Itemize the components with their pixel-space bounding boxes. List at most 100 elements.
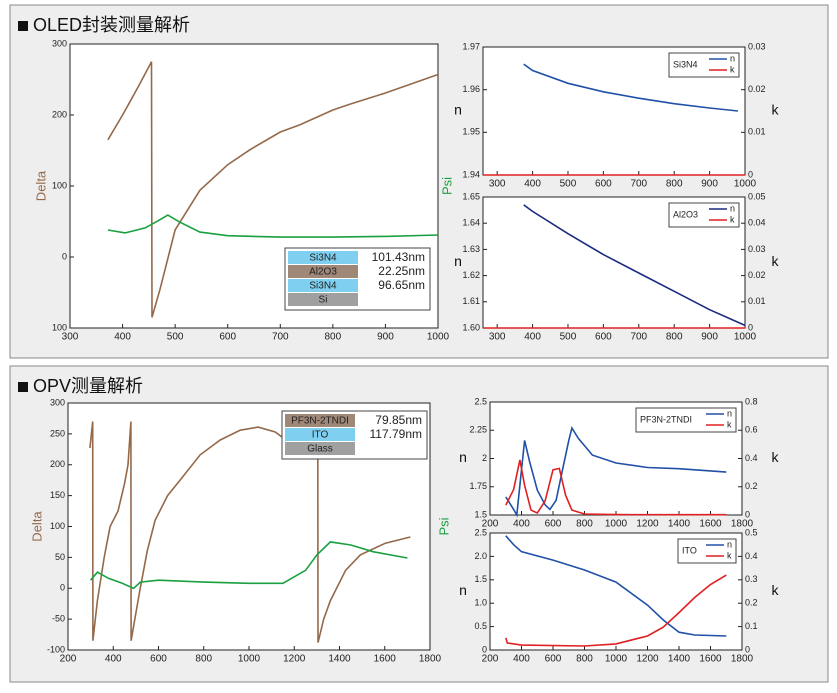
legend-label: n [727,408,732,418]
y-tick-label: 100 [50,521,65,531]
layer-name: Si3N4 [309,281,337,292]
x-tick-label: 1000 [605,654,628,665]
y-tick-label: 0.5 [474,621,487,631]
series-line [523,63,738,112]
y-tick-label: 1.63 [462,244,480,254]
legend-box [677,538,737,564]
y2-axis-label: k [772,102,780,118]
layer-swatch [288,293,358,306]
series-line [107,214,439,238]
layer-thickness: 101.43nm [372,250,425,264]
series-line [523,204,746,327]
x-tick-label: 600 [219,332,236,343]
x-tick-label: 1000 [238,654,261,665]
x-tick-label: 700 [630,332,647,343]
x-tick-label: 200 [60,654,77,665]
legend-label: k [730,214,735,224]
y-tick-label: 1.61 [462,296,480,306]
series-line [89,421,411,643]
x-tick-label: 600 [545,654,562,665]
bullet [18,21,28,31]
legend-title: ITO [682,545,697,555]
y-tick-label: -50 [52,614,65,624]
x-tick-label: 800 [666,332,683,343]
y2-axis-label: Psi [436,517,451,535]
layer-name: ITO [312,430,329,441]
legend-box [635,407,737,433]
legend-title: Al2O3 [673,209,698,219]
y2-axis-label: Psi [439,177,454,195]
y-tick-label: 2.25 [469,425,487,435]
x-tick-label: 1400 [328,654,351,665]
y-axis-label: n [454,102,462,118]
legend-label: k [727,550,732,560]
layer-name: Si3N4 [309,253,337,264]
x-tick-label: 500 [560,332,577,343]
x-tick-label: 800 [195,654,212,665]
layer-swatch [288,265,358,278]
y2-tick-label: 0 [748,169,753,179]
y-tick-label: 1.5 [474,509,487,519]
y2-tick-label: 0.03 [748,244,766,254]
y2-tick-label: 0.1 [745,621,758,631]
legend-title: Si3N4 [673,59,698,69]
x-tick-label: 500 [560,179,577,190]
x-tick-label: 400 [513,654,530,665]
y2-tick-label: 0 [748,322,753,332]
x-tick-label: 400 [524,179,541,190]
x-tick-label: 400 [524,332,541,343]
y2-tick-label: 0.4 [745,551,758,561]
y-tick-label: 2.5 [474,396,487,406]
y2-tick-label: 0.2 [745,598,758,608]
x-tick-label: 1200 [283,654,306,665]
x-tick-label: 700 [272,332,289,343]
x-tick-label: 700 [630,179,647,190]
legend-box [668,52,740,78]
x-tick-label: 600 [595,179,612,190]
y-tick-label: 300 [52,38,67,48]
x-tick-label: 1600 [699,654,722,665]
y2-tick-label: 0.02 [748,270,766,280]
y-tick-label: -100 [47,644,65,654]
y-axis-label: n [454,253,462,269]
x-tick-label: 1800 [419,654,442,665]
legend-label: n [730,203,735,213]
y-tick-label: 2.0 [474,551,487,561]
y-axis-label: Delta [33,170,48,201]
y2-tick-label: 0 [745,644,750,654]
x-tick-label: 200 [482,519,499,530]
y-tick-label: 1.96 [462,84,480,94]
x-tick-label: 900 [377,332,394,343]
legend-box [668,202,740,228]
x-tick-label: 800 [576,519,593,530]
y-tick-label: 150 [50,490,65,500]
y2-tick-label: 0.3 [745,574,758,584]
y-tick-label: 1.5 [474,574,487,584]
layer-swatch [288,251,358,264]
x-tick-label: 1000 [734,179,757,190]
y-tick-label: 1.95 [462,127,480,137]
layer-thickness: 79.85nm [375,413,422,427]
layer-thickness: 22.25nm [378,264,425,278]
y-tick-label: 1.64 [462,218,480,228]
y2-axis-label: k [772,449,780,465]
legend-label: n [730,53,735,63]
legend-title: PF3N-2TNDI [640,414,692,424]
series-line [505,574,727,647]
x-tick-label: 1000 [605,519,628,530]
y-axis-label: n [459,449,467,465]
y2-tick-label: 0.2 [745,481,758,491]
series-line [505,535,727,637]
y-tick-label: 0 [62,251,67,261]
y-tick-label: 50 [55,552,65,562]
y-tick-label: 100 [52,180,67,190]
y-tick-label: 100 [52,322,67,332]
section-title: OPV测量解析 [33,376,143,396]
layer-swatch [285,428,355,441]
layer-swatch [285,442,355,455]
section-title: OLED封装测量解析 [33,15,190,35]
x-tick-label: 400 [513,519,530,530]
layer-thickness: 117.79nm [370,427,422,441]
x-tick-label: 900 [701,332,718,343]
x-tick-label: 800 [325,332,342,343]
